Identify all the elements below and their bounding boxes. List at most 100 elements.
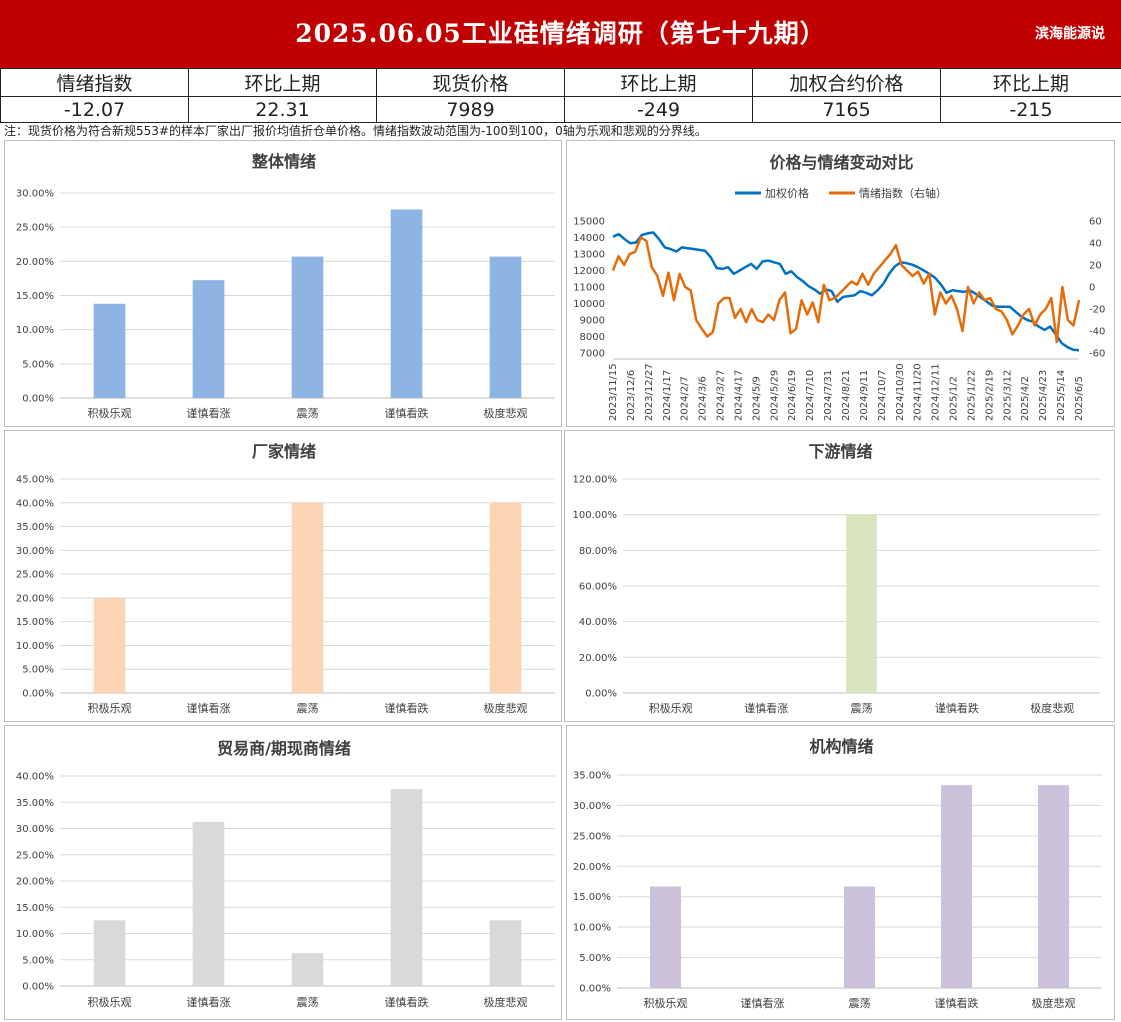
y-tick-label: 40.00% (16, 498, 54, 509)
institution-sentiment-chart: 机构情绪 0.00% 5.00% 10.00% 15.00% 20.00% 25.00% 30… (566, 725, 1115, 1020)
y-left-tick-label: 12000 (573, 266, 605, 277)
bar-3 (291, 256, 324, 398)
x-category-label: 震荡 (849, 997, 871, 1010)
x-category-label: 极度悲观 (484, 995, 528, 1009)
y-tick-label: 20.00% (16, 593, 54, 604)
series-line-price (612, 231, 1080, 352)
x-category-label: 积极乐观 (649, 701, 693, 715)
summary-value-cell: 7165 (752, 96, 941, 123)
report-title: 2025.06.05工业硅情绪调研（第七十九期） (295, 19, 826, 48)
y-tick-label: 35.00% (16, 522, 54, 533)
price-vs-sentiment-chart: 价格与情绪变动对比 加权价格 情绪指数（右轴） 7000 8000 9000 10000 11… (566, 140, 1115, 427)
x-tick-label: 2023/11/15 (608, 363, 619, 421)
x-tick-label: 2024/1/17 (662, 370, 673, 421)
chart-title: 下游情绪 (808, 442, 872, 461)
downstream-chart-svg: 下游情绪 0.00% 20.00% 40.00% 60.00% 80.00% 100.00%… (573, 442, 1100, 715)
series-line-index (611, 236, 1081, 344)
overall-sentiment-chart: 整体情绪 0.00% 5.00% 10.00% 15.00% 20.00% 25.00% 30… (4, 140, 562, 427)
x-tick-label: 2024/6/19 (787, 370, 798, 421)
x-category-label: 极度悲观 (484, 701, 528, 715)
legend-entry-price: 加权价格 (765, 186, 809, 200)
bar-2 (192, 821, 225, 986)
x-category-label: 积极乐观 (88, 701, 132, 715)
y-tick-label: 45.00% (16, 475, 54, 486)
summary-table: 情绪指数 环比上期 现货价格 环比上期 加权合约价格 环比上期 -12.07 2… (0, 68, 1121, 123)
factory-sentiment-chart: 厂家情绪 0.00% 5.00% 10.00% 15.00% 20.00% 25.00% 30… (4, 430, 562, 722)
chart-title: 机构情绪 (809, 737, 873, 756)
x-tick-label: 2024/10/30 (895, 363, 906, 421)
bar-1 (93, 597, 126, 693)
y-tick-label: 15.00% (16, 617, 54, 628)
summary-header-cell: 现货价格 (376, 68, 565, 97)
y-right-tick-label: -40 (1089, 327, 1105, 338)
y-right-tick-label: 60 (1089, 217, 1102, 228)
summary-value-cell: -12.07 (0, 96, 189, 123)
trader-chart-svg: 贸易商/期现商情绪 0.00% 5.00% 10.00% 15.00% 20.00% 25.… (16, 739, 555, 1009)
y-tick-label: 5.00% (579, 953, 611, 964)
y-tick-label: 5.00% (22, 359, 54, 370)
y-tick-label: 35.00% (16, 798, 54, 809)
y-right-tick-label: 0 (1089, 283, 1095, 294)
bar-3 (843, 886, 876, 988)
bar-5 (489, 920, 522, 986)
legend-entry-index: 情绪指数（右轴） (859, 186, 947, 200)
y-tick-label: 0.00% (22, 982, 54, 993)
y-tick-label: 25.00% (16, 570, 54, 581)
x-category-label: 谨慎看涨 (741, 996, 785, 1010)
summary-value-cell: -215 (940, 96, 1121, 123)
bar-3 (846, 514, 877, 693)
x-tick-label: 2024/9/11 (859, 370, 870, 421)
x-tick-label: 2024/3/6 (698, 376, 709, 421)
y-right-tick-label: -60 (1089, 349, 1105, 360)
x-category-label: 极度悲观 (484, 406, 528, 420)
x-tick-label: 2024/7/31 (823, 370, 834, 421)
chart-title: 厂家情绪 (252, 442, 316, 461)
x-category-label: 积极乐观 (88, 406, 132, 420)
y-tick-label: 25.00% (573, 831, 611, 842)
x-tick-label: 2024/11/20 (913, 363, 924, 421)
bar-4 (390, 789, 423, 986)
x-tick-label: 2025/5/14 (1056, 370, 1067, 421)
bar-3 (291, 953, 324, 986)
x-tick-label: 2024/2/7 (680, 376, 691, 421)
y-left-tick-label: 8000 (580, 332, 605, 343)
y-tick-label: 120.00% (573, 475, 618, 486)
x-category-label: 震荡 (297, 996, 319, 1009)
y-tick-label: 20.00% (16, 877, 54, 888)
y-tick-label: 40.00% (16, 772, 54, 783)
bar-4 (390, 209, 423, 398)
x-category-label: 谨慎看跌 (935, 996, 979, 1010)
x-tick-label: 2025/2/19 (984, 370, 995, 421)
summary-value-row: -12.07 22.31 7989 -249 7165 -215 (0, 96, 1121, 123)
x-category-label: 积极乐观 (88, 995, 132, 1009)
summary-header-cell: 环比上期 (564, 68, 753, 97)
y-tick-label: 10.00% (573, 923, 611, 934)
x-tick-label: 2025/1/22 (966, 370, 977, 421)
summary-value-cell: 7989 (376, 96, 565, 123)
bar-5 (1037, 785, 1070, 988)
y-tick-label: 100.00% (573, 510, 618, 521)
y-tick-label: 20.00% (573, 862, 611, 873)
chart-title: 整体情绪 (251, 152, 316, 171)
x-tick-label: 2025/3/12 (1002, 370, 1013, 421)
summary-value-cell: 22.31 (188, 96, 377, 123)
y-tick-label: 25.00% (16, 850, 54, 861)
y-tick-label: 15.00% (16, 291, 54, 302)
y-tick-label: 20.00% (16, 257, 54, 268)
y-tick-label: 0.00% (22, 689, 54, 700)
summary-header-cell: 环比上期 (188, 68, 377, 97)
y-tick-label: 5.00% (22, 955, 54, 966)
summary-header-cell: 环比上期 (940, 68, 1121, 97)
x-category-label: 谨慎看涨 (187, 995, 231, 1009)
footnote: 注：现货价格为符合新规553#的样本厂家出厂报价均值折仓单价格。情绪指数波动范围… (4, 124, 707, 138)
x-tick-label: 2024/5/29 (769, 370, 780, 421)
x-tick-label: 2024/5/9 (751, 376, 762, 421)
summary-header-row: 情绪指数 环比上期 现货价格 环比上期 加权合约价格 环比上期 (0, 68, 1121, 97)
bar-4 (940, 785, 973, 988)
y-tick-label: 80.00% (579, 546, 617, 557)
bar-1 (93, 303, 126, 398)
y-left-tick-label: 9000 (580, 316, 605, 327)
x-tick-label: 2024/10/7 (877, 370, 888, 421)
x-category-label: 震荡 (851, 702, 873, 715)
